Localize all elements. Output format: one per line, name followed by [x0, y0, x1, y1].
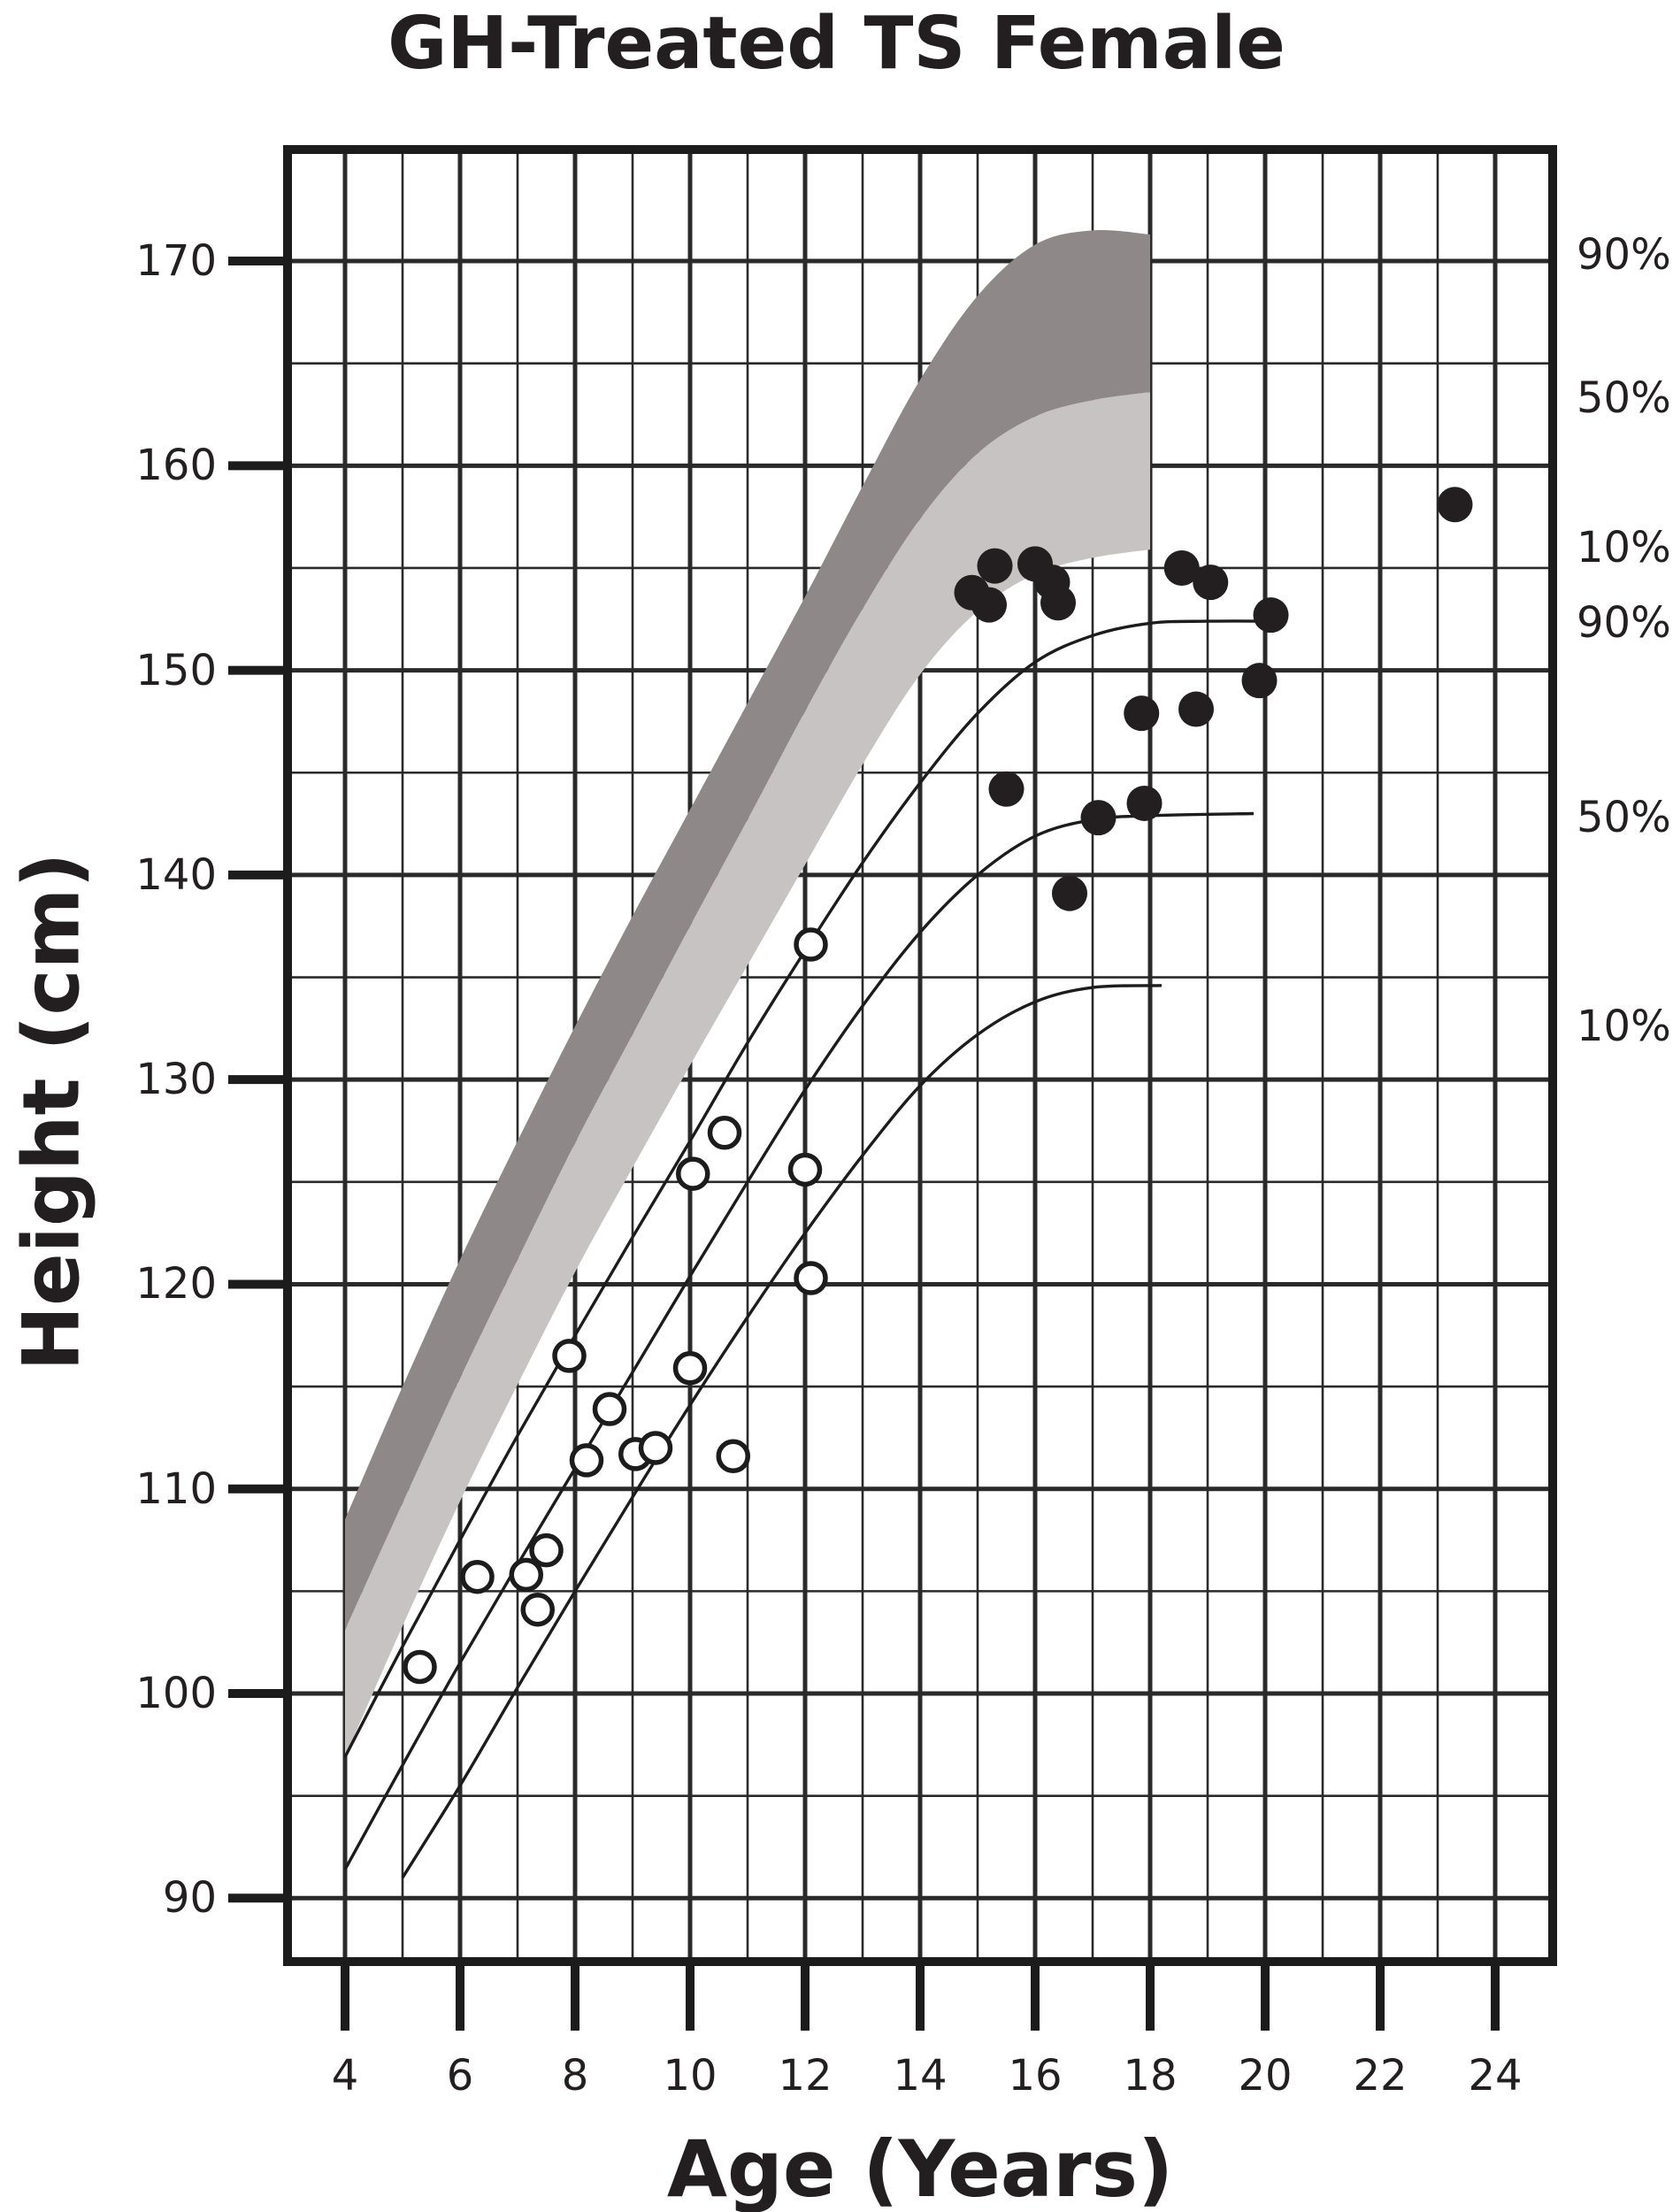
data-point-open-circle	[707, 1116, 742, 1150]
y-tick-label: 140	[135, 849, 217, 900]
percentile-label: 10%	[1577, 1002, 1671, 1052]
y-tick-label: 120	[135, 1259, 217, 1310]
data-point-open-circle	[676, 1156, 710, 1191]
data-point-open-circle	[794, 927, 828, 962]
data-point-filled-circle	[1124, 695, 1160, 732]
x-tick-label: 10	[663, 2051, 718, 2101]
percentile-label: 90%	[1577, 598, 1671, 649]
percentile-label: 50%	[1577, 373, 1671, 423]
data-point-filled-circle	[1241, 663, 1278, 699]
normal-band-light-50-10	[345, 392, 1150, 1757]
ts-curve-10th	[401, 984, 1163, 1879]
data-point-filled-circle	[1052, 875, 1087, 911]
data-point-filled-circle	[1253, 597, 1289, 634]
y-tick-label: 90	[162, 1873, 217, 1924]
data-point-filled-circle	[1193, 565, 1229, 601]
x-tick-label: 12	[778, 2051, 833, 2101]
ts-curve-50th	[343, 811, 1255, 1870]
y-tick-label: 130	[135, 1055, 217, 1105]
x-tick-label: 4	[331, 2051, 359, 2101]
data-point-filled-circle	[1126, 785, 1163, 821]
data-point-filled-circle	[977, 548, 1013, 584]
data-point-filled-circle	[1040, 585, 1076, 621]
data-point-open-circle	[520, 1592, 555, 1627]
data-point-open-circle	[552, 1339, 587, 1373]
data-point-open-circle	[460, 1559, 495, 1594]
data-point-open-circle	[794, 1261, 828, 1295]
data-point-open-circle	[787, 1152, 823, 1187]
x-tick-label: 20	[1238, 2051, 1293, 2101]
data-point-filled-circle	[1178, 691, 1214, 727]
y-tick-label: 170	[135, 236, 217, 287]
x-tick-label: 16	[1008, 2051, 1063, 2101]
percentile-label: 50%	[1577, 793, 1671, 843]
x-tick-label: 22	[1353, 2051, 1408, 2101]
y-tick-label: 160	[135, 441, 217, 491]
normal-band-dark-90-50	[345, 229, 1150, 1631]
data-point-open-circle	[716, 1439, 750, 1473]
x-tick-label: 6	[446, 2051, 474, 2101]
data-point-open-circle	[569, 1443, 604, 1478]
data-point-open-circle	[529, 1532, 564, 1568]
y-tick-label: 100	[135, 1669, 217, 1719]
data-point-open-circle	[403, 1649, 437, 1685]
data-point-filled-circle	[1437, 487, 1473, 523]
percentile-label: 10%	[1577, 522, 1671, 572]
percentile-label: 90%	[1577, 230, 1671, 280]
data-point-filled-circle	[971, 587, 1007, 623]
chart-title: GH-Treated TS Female	[388, 2, 1285, 86]
x-tick-label: 24	[1468, 2051, 1523, 2101]
y-tick-label: 110	[135, 1463, 217, 1514]
data-point-filled-circle	[1080, 800, 1117, 836]
y-tick-label: 150	[135, 645, 217, 695]
data-point-open-circle	[592, 1392, 627, 1426]
x-tick-label: 14	[893, 2051, 948, 2101]
x-tick-label: 18	[1123, 2051, 1178, 2101]
x-axis-title: Age (Years)	[666, 2124, 1174, 2212]
x-tick-label: 8	[561, 2051, 589, 2101]
data-point-open-circle	[638, 1431, 673, 1465]
data-point-open-circle	[509, 1557, 543, 1593]
data-point-filled-circle	[988, 771, 1025, 807]
data-point-filled-circle	[1163, 549, 1200, 586]
data-point-open-circle	[672, 1351, 708, 1386]
ts-curve-90th	[343, 619, 1278, 1758]
